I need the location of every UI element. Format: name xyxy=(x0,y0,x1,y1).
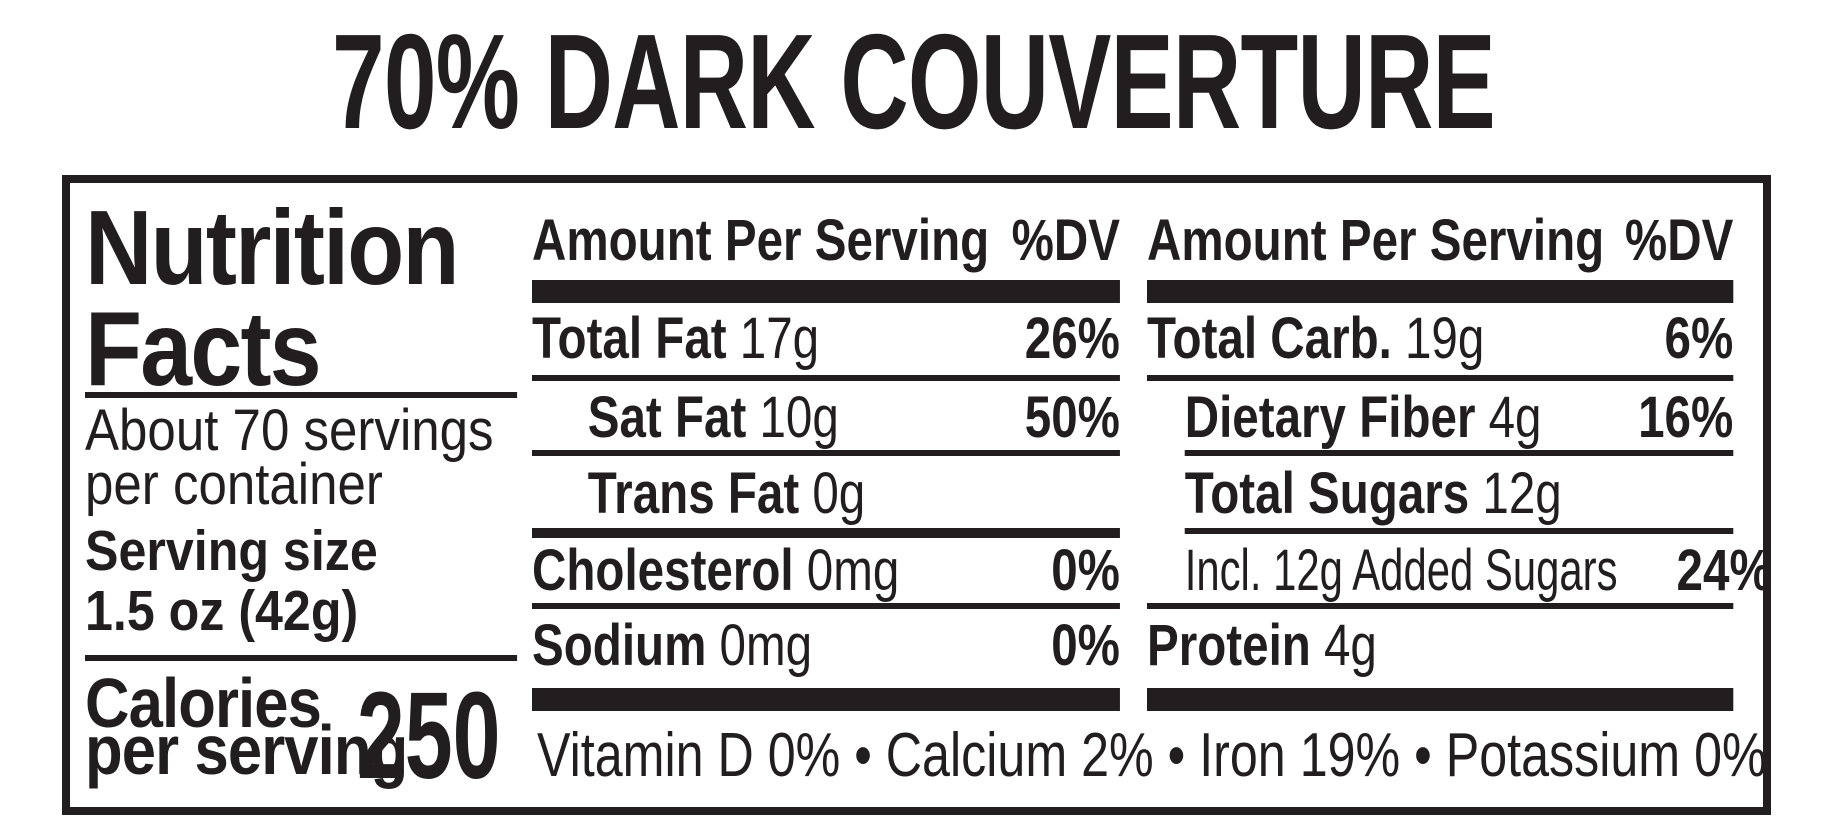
nutrient-name: Sodium xyxy=(532,613,707,678)
carb-column: Amount Per Serving %DV Total Carb. 19g 6… xyxy=(1147,183,1772,807)
dv-header-label: %DV xyxy=(1624,208,1734,273)
row-total-fat: Total Fat 17g 26% xyxy=(532,306,1120,371)
row-sodium: Sodium 0mg 0% xyxy=(532,613,1120,678)
divider xyxy=(1184,528,1734,534)
nutrient-amount: 0mg xyxy=(806,538,900,603)
vitamins-line: Vitamin D 0% • Calcium 2% • Iron 19% • P… xyxy=(537,721,1767,790)
servings-line-2: per container xyxy=(85,452,383,517)
nutrient-name: Total Sugars xyxy=(1184,461,1470,526)
nutrient-amount: 19g xyxy=(1404,306,1485,371)
row-total-sugars: Total Sugars 12g xyxy=(1147,461,1733,526)
nutrient-name: Total Fat xyxy=(532,306,727,371)
serving-size-value: 1.5 oz (42g) xyxy=(85,579,359,643)
heading-line-1: Nutrition xyxy=(85,189,459,307)
calories-value: 250 xyxy=(356,668,538,805)
nutrient-amount: 10g xyxy=(759,385,839,450)
row-dietary-fiber: Dietary Fiber 4g 16% xyxy=(1147,385,1734,450)
nutrient-amount: 4g xyxy=(1488,385,1542,450)
thick-divider xyxy=(1147,280,1734,303)
nutrient-name: Protein xyxy=(1147,613,1311,678)
fat-column: Amount Per Serving %DV Total Fat 17g 26%… xyxy=(532,183,1120,807)
divider xyxy=(1147,375,1734,381)
thick-divider xyxy=(1147,688,1734,711)
row-trans-fat: Trans Fat 0g xyxy=(532,461,1120,526)
column-header: Amount Per Serving %DV xyxy=(532,208,1120,273)
nutrient-name: Dietary Fiber xyxy=(1184,385,1476,450)
product-title: 70% DARK COUVERTURE xyxy=(332,6,1496,157)
calories-label-line-2: per serving xyxy=(85,711,408,789)
divider xyxy=(85,655,518,661)
medium-divider xyxy=(532,528,1120,538)
nutrient-dv: 6% xyxy=(1664,306,1734,371)
nutrition-facts-heading: Nutrition Facts xyxy=(85,189,517,408)
calories-number: 250 xyxy=(356,668,501,805)
nutrient-amount: 0mg xyxy=(719,613,813,678)
row-total-carb: Total Carb. 19g 6% xyxy=(1147,306,1734,371)
divider xyxy=(532,450,1120,456)
divider xyxy=(85,392,518,398)
nutrient-dv: 26% xyxy=(1024,306,1120,371)
thick-divider xyxy=(532,280,1120,303)
nutrient-amount: 17g xyxy=(739,306,820,371)
nutrient-dv: 0% xyxy=(1051,538,1120,603)
nutrient-name: Sat Fat xyxy=(587,385,747,450)
servings-per-container: About 70 servings per container xyxy=(85,398,517,517)
column-header: Amount Per Serving %DV xyxy=(1147,208,1734,273)
amount-per-serving-label: Amount Per Serving xyxy=(532,208,990,273)
nutrient-dv: 0% xyxy=(1051,613,1120,678)
heading-line-2: Facts xyxy=(85,290,322,408)
nutrient-name: Total Carb. xyxy=(1147,306,1392,371)
nutrient-dv: 24% xyxy=(1676,538,1772,603)
overview-column: Nutrition Facts About 70 servings per co… xyxy=(85,183,518,807)
divider xyxy=(1184,450,1734,456)
divider xyxy=(532,603,1120,609)
row-sat-fat: Sat Fat 10g 50% xyxy=(532,385,1120,450)
amount-per-serving-label: Amount Per Serving xyxy=(1147,208,1605,273)
nutrient-dv: 50% xyxy=(1024,385,1120,450)
nutrient-name: Cholesterol xyxy=(532,538,794,603)
divider xyxy=(532,375,1120,381)
nutrient-amount: 0g xyxy=(812,461,866,526)
nutrient-dv: 16% xyxy=(1638,385,1734,450)
nutrient-name: Trans Fat xyxy=(587,461,800,526)
row-added-sugars: Incl. 12g Added Sugars 24% xyxy=(1147,538,1772,603)
row-cholesterol: Cholesterol 0mg 0% xyxy=(532,538,1120,603)
nutrition-facts-panel: Nutrition Facts About 70 servings per co… xyxy=(62,175,1772,815)
serving-size-label: Serving size xyxy=(85,519,378,583)
nutrient-amount: 4g xyxy=(1323,613,1377,678)
dv-header-label: %DV xyxy=(1011,208,1120,273)
servings-line-1: About 70 servings xyxy=(85,398,494,463)
calories-label-line-1: Calories xyxy=(85,664,322,742)
calories-label: Calories per serving xyxy=(85,664,517,789)
nutrient-amount: 12g xyxy=(1482,461,1562,526)
divider xyxy=(1147,603,1734,609)
nutrient-name: Incl. 12g Added Sugars xyxy=(1184,538,1618,603)
row-protein: Protein 4g xyxy=(1147,613,1733,678)
thick-divider xyxy=(532,688,1120,711)
